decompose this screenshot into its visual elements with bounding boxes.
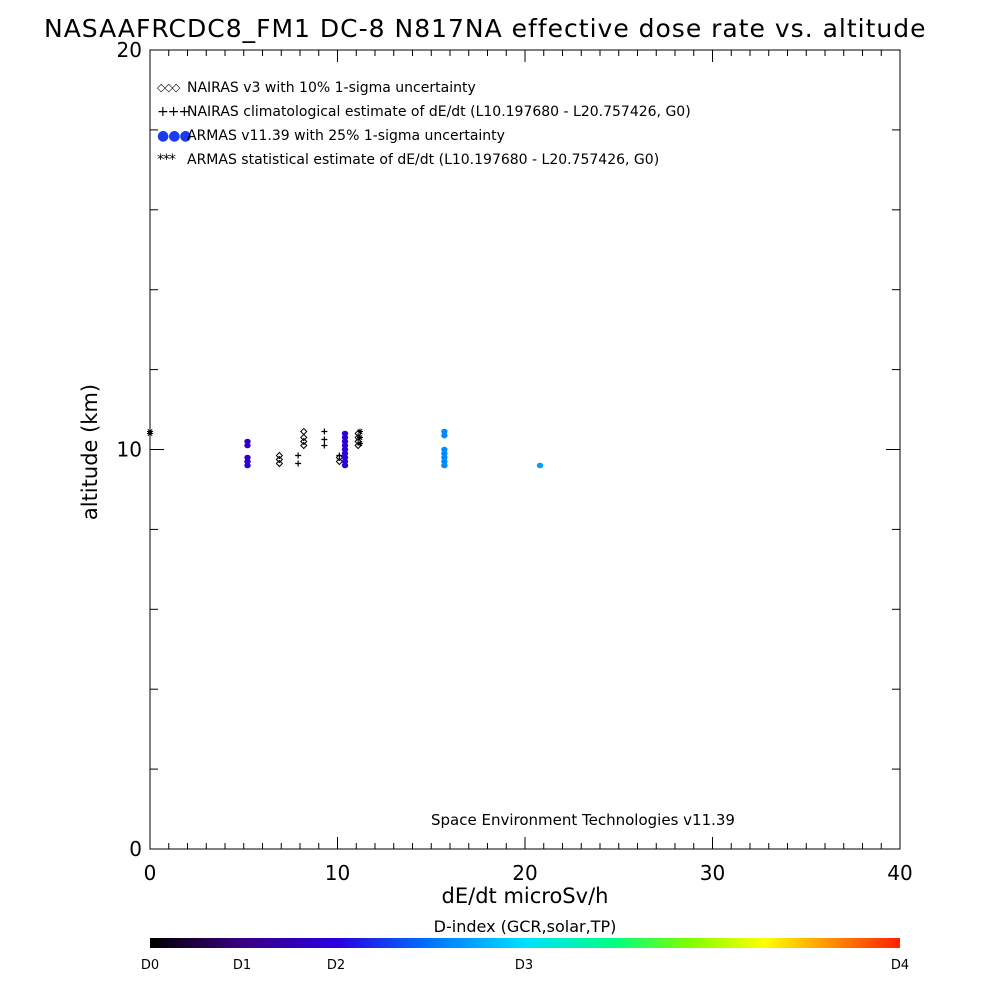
data-point-dot bbox=[244, 442, 251, 449]
legend-symbol-diamond: ◇◇◇ bbox=[157, 81, 180, 94]
legend: ◇◇◇ NAIRAS v3 with 10% 1-sigma uncertain… bbox=[157, 76, 691, 172]
data-point-dot bbox=[341, 458, 349, 465]
y-axis-label: altitude (km) bbox=[78, 383, 102, 521]
data-point-diamond bbox=[275, 459, 284, 468]
y-tick-label: 20 bbox=[117, 38, 142, 62]
data-point-star bbox=[147, 428, 153, 435]
data-point-dot bbox=[341, 430, 349, 437]
legend-symbol-star: *** bbox=[157, 152, 176, 168]
data-point-dot bbox=[341, 454, 349, 461]
x-tick-label: 0 bbox=[144, 861, 157, 885]
data-point-dot bbox=[341, 434, 349, 441]
data-point-dot bbox=[441, 454, 448, 461]
x-tick-label: 40 bbox=[887, 861, 912, 885]
colorbar-tick-label: D3 bbox=[514, 958, 534, 973]
data-point-plus bbox=[336, 452, 343, 459]
data-point-diamond bbox=[300, 433, 308, 442]
x-tick-label: 20 bbox=[512, 861, 537, 885]
data-point-dot bbox=[341, 446, 349, 453]
data-point-dot bbox=[244, 438, 251, 445]
data-points bbox=[147, 427, 544, 469]
data-point-dot bbox=[441, 458, 448, 465]
x-axis-label: dE/dt microSv/h bbox=[441, 884, 609, 908]
data-point-plus bbox=[321, 428, 328, 435]
plot-axes: 0 10 20 30 40 0 10 20 bbox=[117, 38, 913, 885]
y-tick-label: 10 bbox=[117, 438, 142, 462]
legend-item: *** ARMAS statistical estimate of dE/dt … bbox=[157, 148, 691, 172]
data-point-diamond bbox=[275, 455, 284, 464]
colorbar-tick-label: D4 bbox=[890, 958, 910, 973]
legend-symbol-plus: +++ bbox=[157, 104, 190, 120]
legend-label: ARMAS statistical estimate of dE/dt (L10… bbox=[187, 152, 660, 168]
data-point-dot bbox=[341, 450, 349, 457]
data-point-dot bbox=[244, 454, 251, 461]
data-point-dot bbox=[341, 462, 349, 469]
data-point-dot bbox=[341, 438, 349, 445]
x-tick-label: 30 bbox=[700, 861, 725, 885]
legend-label: NAIRAS climatological estimate of dE/dt … bbox=[187, 104, 691, 120]
data-point-star bbox=[357, 434, 363, 441]
data-point-dot bbox=[244, 462, 251, 469]
data-point-dot bbox=[536, 462, 544, 469]
data-point-dot bbox=[441, 432, 448, 439]
legend-symbol-dot: ●●● bbox=[157, 128, 192, 144]
legend-item: ●●● ARMAS v11.39 with 25% 1-sigma uncert… bbox=[157, 124, 691, 148]
legend-label: ARMAS v11.39 with 25% 1-sigma uncertaint… bbox=[187, 128, 505, 144]
colorbar-tick-label: D2 bbox=[326, 958, 346, 973]
legend-item: ◇◇◇ NAIRAS v3 with 10% 1-sigma uncertain… bbox=[157, 76, 691, 100]
data-point-dot bbox=[441, 462, 448, 469]
data-point-dot bbox=[441, 446, 448, 453]
legend-label: NAIRAS v3 with 10% 1-sigma uncertainty bbox=[187, 80, 476, 96]
data-point-diamond bbox=[300, 437, 308, 446]
data-point-plus bbox=[321, 442, 328, 449]
data-point-dot bbox=[244, 458, 251, 465]
data-point-plus bbox=[295, 452, 302, 459]
credit-text: Space Environment Technologies v11.39 bbox=[431, 811, 735, 829]
data-point-diamond bbox=[300, 441, 308, 450]
y-tick-label: 0 bbox=[129, 837, 142, 861]
data-point-diamond bbox=[335, 457, 344, 466]
colorbar-tick-label: D1 bbox=[232, 958, 252, 973]
data-point-plus bbox=[295, 460, 302, 467]
data-point-dot bbox=[441, 428, 448, 435]
data-point-star bbox=[357, 428, 363, 435]
colorbar-label: D-index (GCR,solar,TP) bbox=[433, 917, 617, 936]
legend-item: +++ NAIRAS climatological estimate of dE… bbox=[157, 100, 691, 124]
data-point-plus bbox=[321, 436, 328, 443]
data-point-diamond bbox=[275, 451, 284, 460]
data-point-diamond bbox=[300, 427, 308, 436]
data-point-dot bbox=[341, 442, 349, 449]
colorbar bbox=[150, 938, 900, 948]
chart-title: NASAAFRCDC8_FM1 DC-8 N817NA effective do… bbox=[44, 14, 927, 43]
data-point-dot bbox=[441, 450, 448, 457]
data-point-diamond bbox=[335, 453, 344, 462]
data-point-star bbox=[357, 440, 363, 447]
x-tick-label: 10 bbox=[325, 861, 350, 885]
colorbar-tick-label: D0 bbox=[140, 958, 160, 973]
